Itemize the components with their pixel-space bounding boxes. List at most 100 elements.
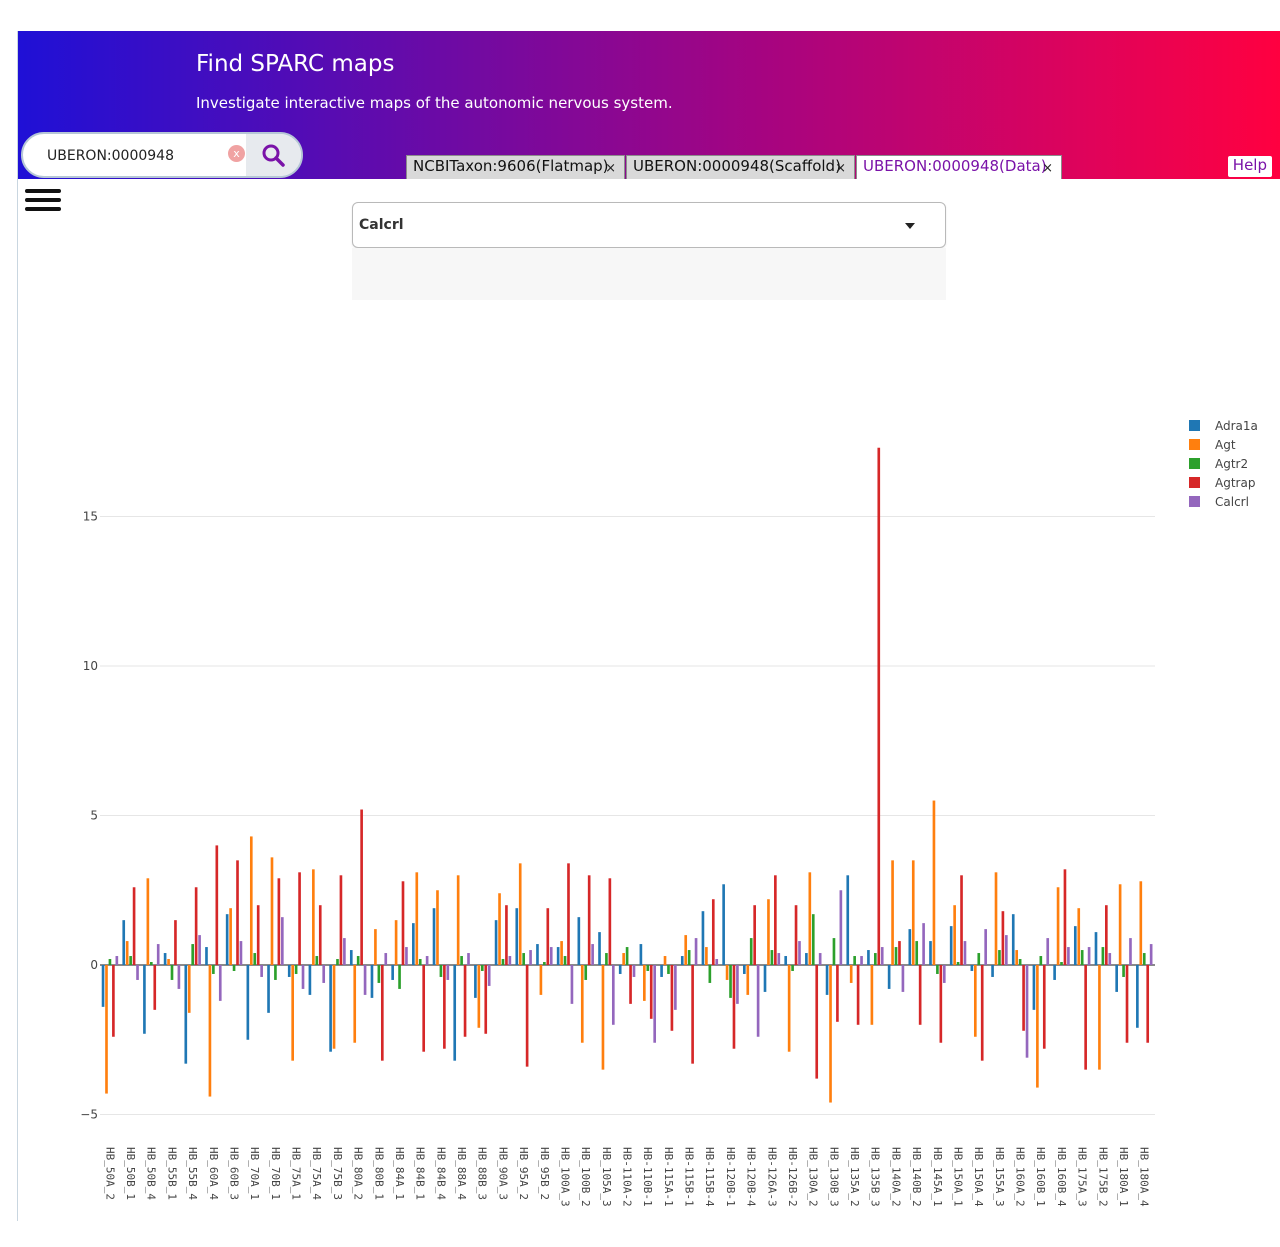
x-tick-label: HB_135A_2 <box>848 1147 861 1207</box>
bar-adra1a <box>867 950 870 965</box>
x-tick-label: HB_84A_1 <box>393 1147 406 1200</box>
bar-agt <box>849 965 853 983</box>
legend-swatch <box>1189 496 1200 507</box>
bar-agt <box>808 872 812 965</box>
bar-agt <box>560 941 563 965</box>
legend-swatch <box>1189 477 1200 488</box>
gene-select[interactable]: Calcrl <box>352 202 946 248</box>
bar-agtrap <box>463 965 467 1037</box>
bar-agtr2 <box>749 938 753 965</box>
bar-calcrl <box>405 947 408 965</box>
legend-swatch <box>1189 458 1200 469</box>
hamburger-icon[interactable] <box>25 189 61 215</box>
bar-calcrl <box>570 965 574 1004</box>
bar-agtr2 <box>1142 953 1146 965</box>
bar-agtr2 <box>1039 956 1043 965</box>
bar-calcrl <box>839 890 843 965</box>
x-tick-label: HB_175B_2 <box>1096 1147 1109 1207</box>
bar-agt <box>787 965 791 1052</box>
bar-adra1a <box>205 947 208 965</box>
tab-flatmap[interactable]: NCBITaxon:9606(Flatmap) × <box>406 155 625 179</box>
bar-adra1a <box>1053 965 1056 980</box>
bar-agtr2 <box>584 965 588 980</box>
bar-adra1a <box>349 950 353 965</box>
page-title: Find SPARC maps <box>196 51 395 77</box>
bar-agtr2 <box>294 965 298 974</box>
bar-agt <box>829 965 832 1103</box>
bar-agt <box>208 965 212 1097</box>
gene-select-value: Calcrl <box>359 217 404 233</box>
bar-calcrl <box>363 965 367 995</box>
bar-agtrap <box>318 905 322 965</box>
x-tick-label: HB_145A_1 <box>931 1147 944 1207</box>
bar-calcrl <box>736 965 739 1004</box>
y-tick-label: 10 <box>83 659 98 673</box>
x-tick-label: HB_160B_1 <box>1034 1147 1047 1207</box>
bar-agtr2 <box>108 959 112 965</box>
legend-label: Adra1a <box>1215 419 1258 433</box>
bar-calcrl <box>198 935 201 965</box>
page-header: Find SPARC maps Investigate interactive … <box>18 31 1280 179</box>
bar-agt <box>663 956 667 965</box>
app-window: Find SPARC maps Investigate interactive … <box>17 31 1280 1221</box>
bar-adra1a <box>1115 965 1118 992</box>
clear-search-icon[interactable]: x <box>228 145 245 162</box>
bar-agtrap <box>525 965 529 1067</box>
bar-agtrap <box>277 878 281 965</box>
x-tick-label: HB_75B_3 <box>331 1147 344 1200</box>
bar-adra1a <box>1094 932 1098 965</box>
bar-agtrap <box>918 965 922 1025</box>
bar-agt <box>746 965 750 995</box>
x-tick-label: HB_60A_4 <box>207 1147 220 1200</box>
bar-agtrap <box>877 447 881 966</box>
bar-agt <box>456 875 460 965</box>
tab-close-icon[interactable]: × <box>835 161 846 176</box>
search-button[interactable] <box>246 134 301 176</box>
tab-scaffold[interactable]: UBERON:0000948(Scaffold) × <box>626 155 855 179</box>
bar-agt <box>973 965 977 1037</box>
bar-agtr2 <box>460 956 463 965</box>
chevron-down-icon <box>905 223 915 229</box>
x-tick-label: HB_140A_2 <box>889 1147 902 1207</box>
bar-agt <box>477 965 481 1028</box>
bar-agtrap <box>1125 965 1129 1043</box>
bar-calcrl <box>156 944 160 965</box>
legend-label: Agtrap <box>1215 476 1255 490</box>
tab-close-icon[interactable]: × <box>1042 161 1053 176</box>
bar-agtrap <box>1042 965 1046 1049</box>
x-tick-label: HB_75A_4 <box>310 1147 323 1200</box>
bar-agt <box>684 935 688 965</box>
bar-adra1a <box>991 965 994 977</box>
bar-agt <box>1036 965 1039 1088</box>
x-tick-label: HB_150A_1 <box>951 1147 964 1207</box>
bar-agtrap <box>360 809 363 965</box>
bar-calcrl <box>384 953 388 965</box>
bar-adra1a <box>122 920 126 965</box>
bar-calcrl <box>446 965 450 980</box>
bar-agtr2 <box>894 947 898 965</box>
bar-adra1a <box>391 965 394 980</box>
bar-agtr2 <box>356 956 360 965</box>
bar-calcrl <box>218 965 222 1001</box>
bar-agt <box>767 899 770 965</box>
bar-agtrap <box>215 845 219 965</box>
x-tick-label: HB_130B_3 <box>827 1147 840 1207</box>
x-tick-label: HB_60B_3 <box>227 1147 240 1200</box>
bar-adra1a <box>494 920 498 965</box>
legend-label: Agtr2 <box>1215 457 1248 471</box>
bar-agtr2 <box>212 965 215 974</box>
x-tick-label: HB_55B_1 <box>165 1147 178 1200</box>
help-button[interactable]: Help <box>1227 156 1272 177</box>
bar-agtrap <box>194 887 198 965</box>
search-input[interactable] <box>47 146 217 166</box>
bar-adra1a <box>1011 914 1015 965</box>
bar-agtr2 <box>977 953 981 965</box>
x-tick-label: HB_95B_2 <box>538 1147 551 1200</box>
tab-data[interactable]: UBERON:0000948(Data) × <box>856 155 1062 179</box>
bar-adra1a <box>680 956 684 965</box>
bar-agtrap <box>939 965 943 1043</box>
x-tick-label: HB_130A_2 <box>807 1147 820 1207</box>
tab-close-icon[interactable]: × <box>605 161 616 176</box>
bar-agtr2 <box>605 953 608 965</box>
bar-adra1a <box>763 965 767 992</box>
